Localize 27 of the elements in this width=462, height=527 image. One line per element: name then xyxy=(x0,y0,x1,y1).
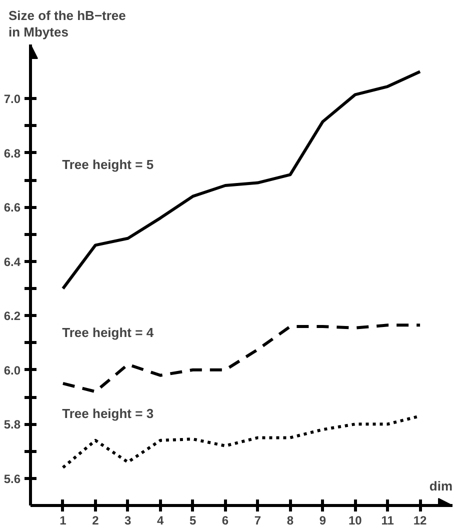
annotation: Tree height = 3 xyxy=(62,406,154,421)
y-tick-label: 5.8 xyxy=(4,418,21,432)
x-tick-label: 3 xyxy=(124,514,132,527)
x-tick-label: 11 xyxy=(381,514,394,527)
y-tick-label: 7.0 xyxy=(4,92,21,106)
x-tick-label: 1 xyxy=(60,514,67,527)
y-tick-label: 6.4 xyxy=(4,254,21,269)
x-tick-label: 12 xyxy=(413,514,428,527)
x-tick-label: 5 xyxy=(189,514,196,527)
y-tick-label: 6.6 xyxy=(4,200,21,215)
x-tick-label: 4 xyxy=(157,514,164,527)
x-tick-label: 9 xyxy=(319,514,326,527)
x-axis-title: dim xyxy=(429,478,453,494)
y-tick-label: 5.6 xyxy=(4,472,21,486)
x-tick-label: 2 xyxy=(92,514,100,527)
y-tick-label: 6.8 xyxy=(4,146,21,160)
x-tick-label: 6 xyxy=(222,514,229,527)
line-series xyxy=(61,70,422,290)
x-tick-label: 8 xyxy=(286,514,294,527)
y-tick-label: 6.2 xyxy=(4,309,21,324)
x-tick-label: 7 xyxy=(254,514,262,527)
x-tick-label: 10 xyxy=(348,514,362,527)
annotation: Tree height = 4 xyxy=(62,325,154,340)
y-tick-label: 6.0 xyxy=(4,363,21,378)
line-series xyxy=(61,324,422,394)
y-axis-title: Size of the hB−tree in Mbytes xyxy=(8,8,126,40)
annotation: Tree height = 5 xyxy=(62,156,154,172)
